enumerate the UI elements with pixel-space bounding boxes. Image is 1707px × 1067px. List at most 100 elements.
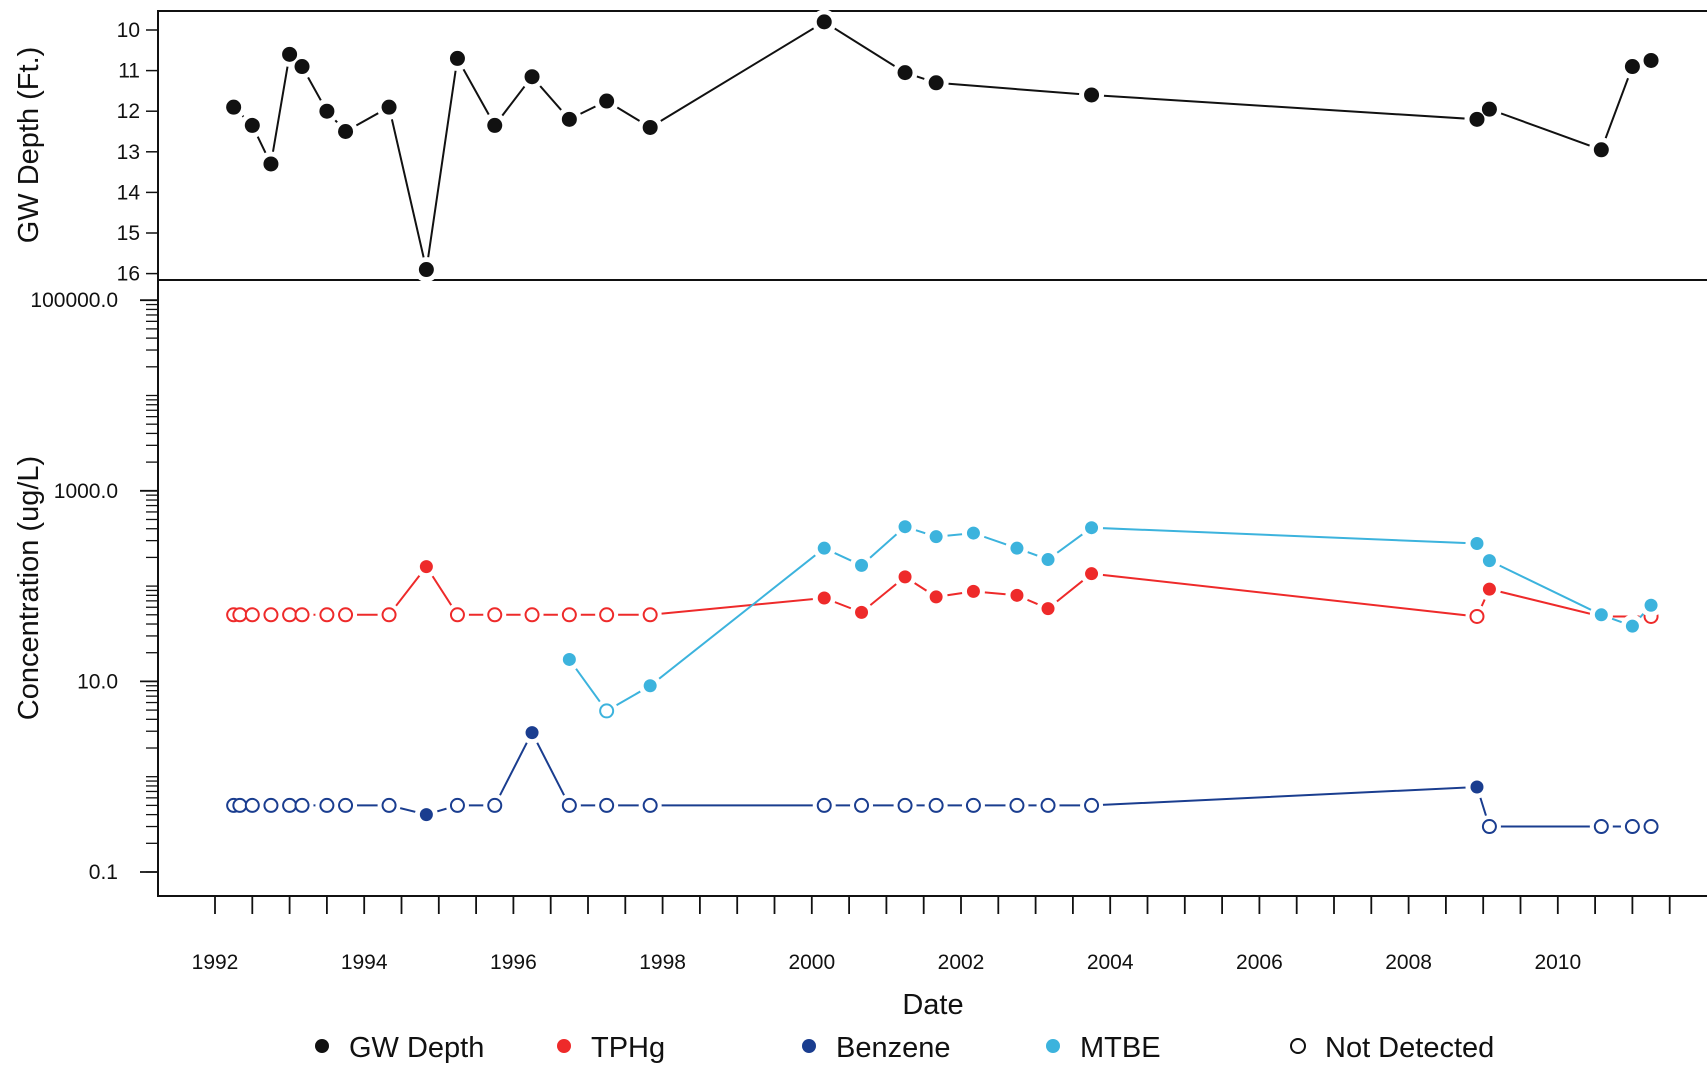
- legend-marker-filled: [557, 1039, 571, 1053]
- gw-depth-point: [487, 117, 503, 133]
- date-tick-label: 2002: [938, 951, 985, 974]
- gw-depth-point: [561, 111, 577, 127]
- date-tick-label: 1992: [192, 951, 239, 974]
- tphg-point: [1010, 588, 1024, 602]
- gw-depth-panel-frame: [157, 10, 1707, 281]
- tphg-point: [419, 560, 433, 574]
- tphg-point: [898, 570, 912, 584]
- tphg-series: [222, 555, 1663, 628]
- tphg-not-detected-point: [263, 607, 279, 623]
- gw-depth-point: [897, 65, 913, 81]
- date-tick-label: 2000: [788, 951, 835, 974]
- concentration-tick-label: 100000.0: [30, 289, 118, 312]
- gw-depth-axis: 10 11 12 13 14 15 16: [117, 19, 158, 286]
- mtbe-not-detected-point: [599, 703, 615, 719]
- date-tick-label: 1994: [341, 951, 388, 974]
- mtbe-point: [855, 558, 869, 572]
- mtbe-point: [1644, 598, 1658, 612]
- benzene-not-detected-point: [294, 797, 310, 813]
- benzene-not-detected-point: [561, 797, 577, 813]
- mtbe-point: [1470, 536, 1484, 550]
- concentration-series: [222, 515, 1663, 839]
- tphg-not-detected-point: [244, 607, 260, 623]
- benzene-not-detected-point: [319, 797, 335, 813]
- gw-depth-point: [1084, 87, 1100, 103]
- benzene-not-detected-point: [381, 797, 397, 813]
- mtbe-point: [1625, 619, 1639, 633]
- gw-depth-point: [524, 69, 540, 85]
- benzene-not-detected-point: [816, 797, 832, 813]
- date-tick-label: 2006: [1236, 951, 1283, 974]
- legend-item-mtbe: MTBE: [1046, 1032, 1161, 1064]
- gw-depth-point: [816, 14, 832, 30]
- gw-depth-point: [928, 75, 944, 91]
- mtbe-point: [1041, 553, 1055, 567]
- gw-depth-point: [381, 99, 397, 115]
- date-axis: 1992 1994 1996 1998 2000 2002 2004 2006 2008 2010: [192, 896, 1671, 974]
- gw-depth-point: [599, 93, 615, 109]
- benzene-not-detected-point: [897, 797, 913, 813]
- gw-depth-tick-label: 13: [117, 141, 140, 164]
- gw-depth-point: [1481, 101, 1497, 117]
- gw-depth-tick-label: 15: [117, 222, 140, 245]
- tphg-point: [1085, 567, 1099, 581]
- benzene-point: [419, 808, 433, 822]
- legend-label: GW Depth: [349, 1032, 484, 1064]
- gw-depth-tick-label: 16: [117, 263, 140, 286]
- benzene-not-detected-point: [1481, 819, 1497, 835]
- tphg-point: [855, 605, 869, 619]
- mtbe-line: [568, 525, 1652, 713]
- gw-depth-tick-label: 10: [117, 19, 140, 42]
- tphg-point: [817, 591, 831, 605]
- concentration-tick-label: 10.0: [77, 670, 118, 693]
- legend-marker-filled: [315, 1039, 329, 1053]
- legend-item-tphg: TPHg: [557, 1032, 665, 1064]
- gw-depth-point: [263, 156, 279, 172]
- tphg-point: [966, 584, 980, 598]
- tphg-not-detected-point: [319, 607, 335, 623]
- gw-depth-axis-title: GW Depth (Ft.): [13, 47, 45, 244]
- tphg-not-detected-point: [1469, 608, 1485, 624]
- gw-depth-point: [1624, 59, 1640, 75]
- gw-depth-point: [1593, 142, 1609, 158]
- gw-depth-tick-label: 11: [118, 60, 140, 83]
- gw-depth-series: [221, 9, 1664, 283]
- benzene-not-detected-point: [487, 797, 503, 813]
- legend-item-gw-depth: GW Depth: [315, 1032, 484, 1064]
- benzene-not-detected-point: [854, 797, 870, 813]
- date-tick-label: 2004: [1087, 951, 1134, 974]
- gw-depth-point: [226, 99, 242, 115]
- date-tick-label: 2010: [1534, 951, 1581, 974]
- benzene-not-detected-point: [282, 797, 298, 813]
- mtbe-point: [1482, 554, 1496, 568]
- benzene-not-detected-point: [1009, 797, 1025, 813]
- date-axis-title: Date: [902, 989, 963, 1021]
- tphg-not-detected-point: [487, 607, 503, 623]
- legend-label: Benzene: [836, 1032, 951, 1064]
- benzene-not-detected-point: [232, 797, 248, 813]
- concentration-panel-frame: [157, 279, 1707, 897]
- legend-marker-filled: [802, 1039, 816, 1053]
- mtbe-point: [1010, 541, 1024, 555]
- gw-depth-tick-label: 12: [117, 100, 140, 123]
- legend: GW Depth TPHg Benzene MTBE Not Detected: [315, 1032, 1494, 1064]
- date-tick-label: 1998: [639, 951, 686, 974]
- legend-marker-filled: [1046, 1039, 1060, 1053]
- tphg-not-detected-point: [282, 607, 298, 623]
- benzene-not-detected-point: [642, 797, 658, 813]
- gw-depth-point: [282, 46, 298, 62]
- gw-depth-point: [418, 262, 434, 278]
- gw-depth-point: [1469, 111, 1485, 127]
- tphg-not-detected-point: [599, 607, 615, 623]
- gw-depth-series: [221, 9, 1664, 283]
- mtbe-point: [562, 652, 576, 666]
- gw-depth-point: [1643, 52, 1659, 68]
- benzene-not-detected-point: [338, 797, 354, 813]
- gw-depth-point: [449, 50, 465, 66]
- mtbe-point: [966, 526, 980, 540]
- concentration-tick-label: 1000.0: [54, 480, 118, 503]
- gw-depth-point: [338, 124, 354, 139]
- tphg-not-detected-point: [294, 607, 310, 623]
- benzene-point: [1470, 780, 1484, 794]
